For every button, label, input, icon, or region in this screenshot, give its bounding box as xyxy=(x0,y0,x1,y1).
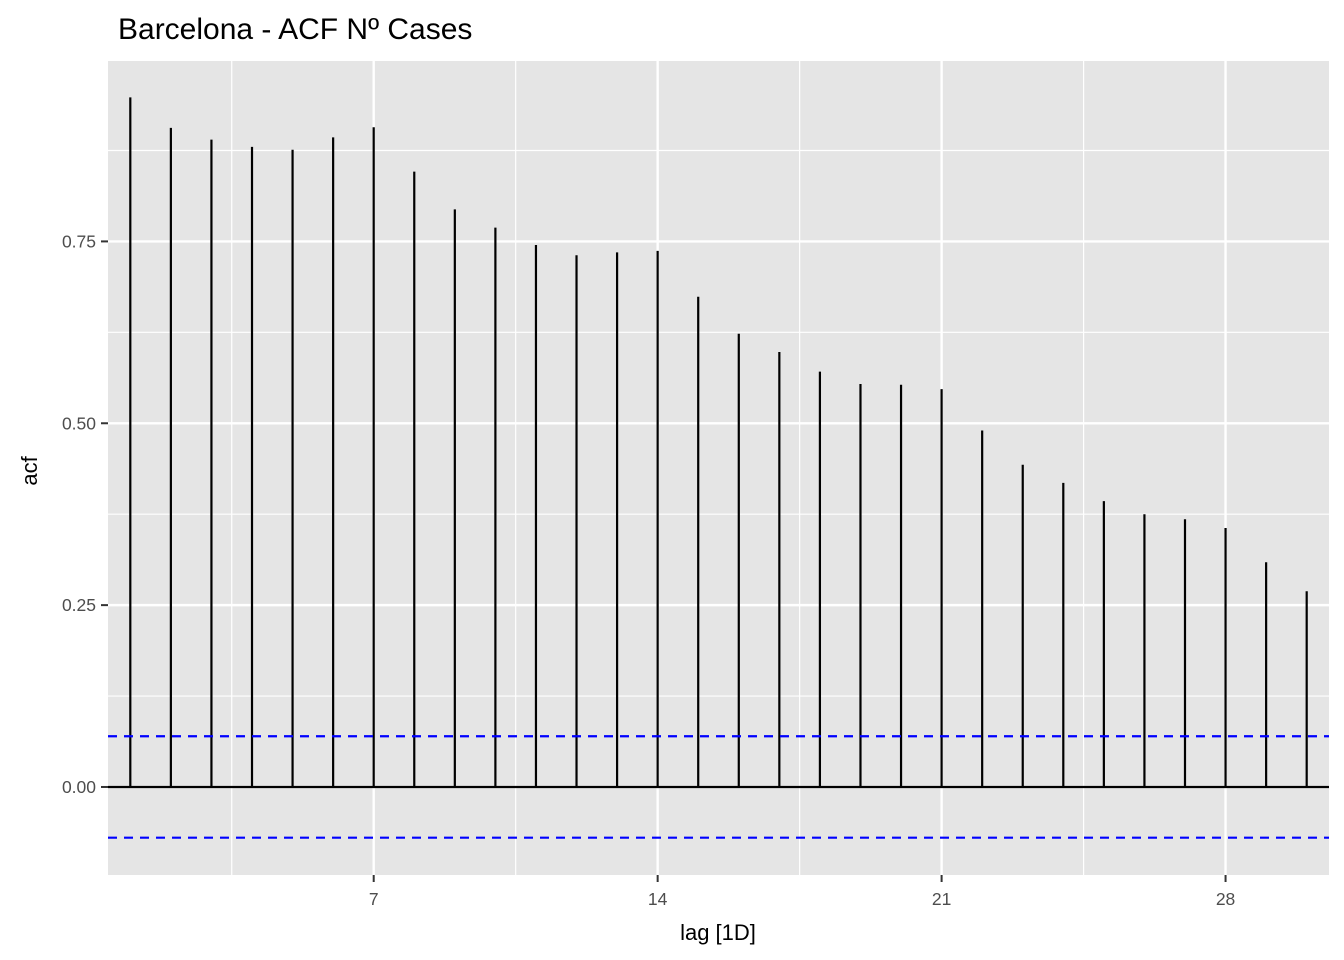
y-tick-label-3: 0.75 xyxy=(62,231,96,251)
y-tick-label-0: 0.00 xyxy=(62,777,96,797)
y-tick-label-1: 0.25 xyxy=(62,595,96,615)
y-axis-ticks: 0.00 0.25 0.50 0.75 xyxy=(62,231,108,797)
x-tick-label-1: 14 xyxy=(648,889,668,909)
y-axis-title: acf xyxy=(17,455,42,485)
plot-panel xyxy=(108,61,1329,875)
minor-gridlines xyxy=(108,61,1329,875)
y-tick-label-2: 0.50 xyxy=(62,413,96,433)
chart-title: Barcelona - ACF Nº Cases xyxy=(118,13,472,46)
confidence-bands xyxy=(108,735,1329,839)
x-tick-label-3: 28 xyxy=(1216,889,1235,909)
x-axis-ticks: 7 14 21 28 xyxy=(369,875,1235,909)
x-tick-label-0: 7 xyxy=(369,889,379,909)
acf-bars xyxy=(129,97,1308,787)
x-tick-label-2: 21 xyxy=(932,889,951,909)
x-axis-title: lag [1D] xyxy=(680,920,756,945)
